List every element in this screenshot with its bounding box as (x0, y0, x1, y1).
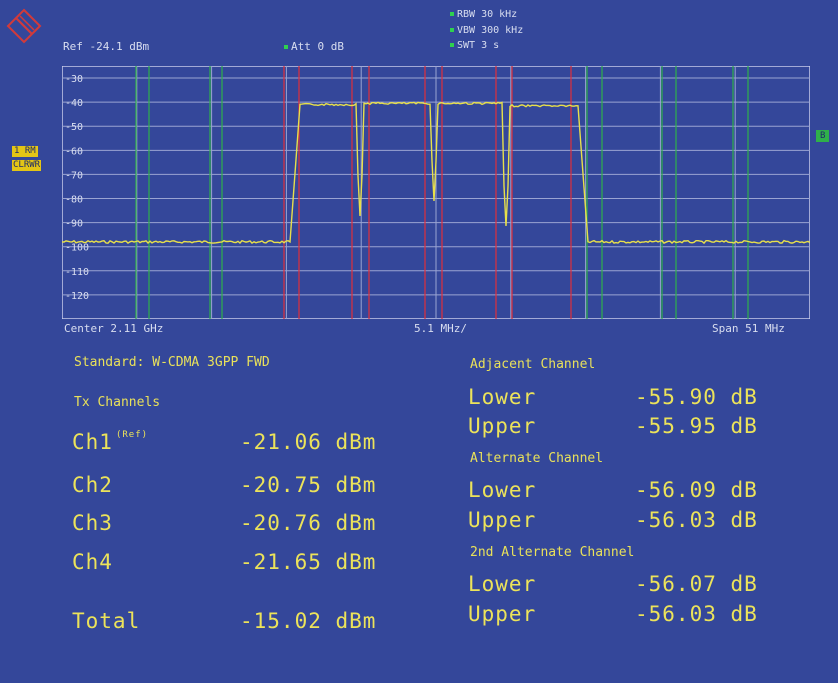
alternate-upper-label: Upper (468, 508, 537, 532)
rs-logo (6, 8, 42, 44)
alternate-channel-title: Alternate Channel (470, 451, 604, 466)
adjacent-lower-label: Lower (468, 385, 537, 409)
ch1-value: -21.06 dBm (240, 430, 377, 454)
standard-label: Standard: W-CDMA 3GPP FWD (74, 355, 270, 370)
alternate-lower-value: -56.09 dB (635, 478, 758, 502)
ch4-value: -21.65 dBm (240, 550, 377, 574)
trace-clear-badge[interactable]: CLRWR (12, 160, 42, 171)
ch3-label: Ch3 (72, 511, 113, 535)
second-alternate-upper-label: Upper (468, 602, 537, 626)
ref-level: Ref -24.1 dBm (63, 40, 150, 53)
span-frequency: Span 51 MHz (712, 322, 785, 335)
center-frequency: Center 2.11 GHz (64, 322, 164, 335)
vbw-setting: VBW 300 kHz (450, 25, 523, 37)
second-alternate-lower-label: Lower (468, 572, 537, 596)
adjacent-channel-title: Adjacent Channel (470, 357, 596, 372)
adjacent-upper-value: -55.95 dB (635, 414, 758, 438)
y-tick-label: -70 (65, 170, 83, 181)
y-tick-label: -110 (65, 267, 89, 278)
alternate-upper-value: -56.03 dB (635, 508, 758, 532)
total-label: Total (72, 609, 141, 633)
total-value: -15.02 dBm (240, 609, 377, 633)
y-axis-labels: -30 -40 -50 -60 -70 -80 -90 -100 -110 -120 (65, 74, 89, 302)
spectrum-trace (62, 101, 810, 245)
trace-mode-badge[interactable]: 1 RM (12, 146, 38, 157)
channel-limit-lines (135, 66, 749, 319)
tx-channels-title: Tx Channels (74, 395, 161, 410)
frequency-per-division: 5.1 MHz/ (414, 322, 467, 335)
ch2-value: -20.75 dBm (240, 473, 377, 497)
ch1-label: Ch1 (Ref) (72, 430, 149, 454)
y-tick-label: -50 (65, 122, 83, 133)
adjacent-upper-label: Upper (468, 414, 537, 438)
alternate-lower-label: Lower (468, 478, 537, 502)
ch3-value: -20.76 dBm (240, 511, 377, 535)
y-tick-label: -80 (65, 195, 83, 206)
spectrum-plot[interactable]: -30 -40 -50 -60 -70 -80 -90 -100 -110 -120 (62, 66, 810, 319)
second-alternate-upper-value: -56.03 dB (635, 602, 758, 626)
y-tick-label: -60 (65, 146, 83, 157)
y-tick-label: -30 (65, 74, 83, 85)
ch2-label: Ch2 (72, 473, 113, 497)
marker-b-badge[interactable]: B (816, 130, 830, 142)
second-alternate-lower-value: -56.07 dB (635, 572, 758, 596)
y-tick-label: -120 (65, 291, 89, 302)
y-tick-label: -40 (65, 98, 83, 109)
attenuation: Att 0 dB (284, 40, 344, 53)
second-alternate-channel-title: 2nd Alternate Channel (470, 545, 635, 560)
grid-lines (62, 66, 810, 319)
y-tick-label: -100 (65, 243, 89, 254)
sweep-time: SWT 3 s (450, 40, 499, 52)
rbw-setting: RBW 30 kHz (450, 9, 517, 21)
adjacent-lower-value: -55.90 dB (635, 385, 758, 409)
y-tick-label: -90 (65, 219, 83, 230)
ch4-label: Ch4 (72, 550, 113, 574)
